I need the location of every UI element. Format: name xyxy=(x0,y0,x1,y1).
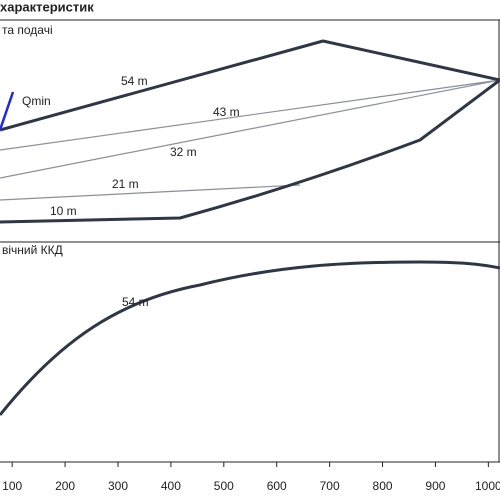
x-tick-label: 500 xyxy=(214,479,234,493)
x-tick-label: 200 xyxy=(55,479,75,493)
panel-label: вічний ККД xyxy=(2,243,63,257)
curve xyxy=(0,184,301,201)
curve xyxy=(0,39,500,132)
curve xyxy=(0,260,500,416)
curve-label: 54 m xyxy=(121,74,148,88)
curve-label: 21 m xyxy=(112,177,139,191)
x-tick-label: 100 xyxy=(2,479,22,493)
curve xyxy=(0,79,500,179)
curve-label: 10 m xyxy=(50,204,77,218)
x-tick-label: 700 xyxy=(320,479,340,493)
chart-title: характеристик xyxy=(0,0,94,14)
x-tick-label: 300 xyxy=(108,479,128,493)
annotation: Qmin xyxy=(22,94,51,108)
curve xyxy=(0,79,500,151)
x-tick-label: 400 xyxy=(161,479,181,493)
curve-label: 32 m xyxy=(170,145,197,159)
x-tick-label: 1000 xyxy=(475,479,500,493)
qmin-line xyxy=(0,91,15,131)
x-tick-label: 600 xyxy=(267,479,287,493)
x-tick-label: 900 xyxy=(425,479,445,493)
panel-label: та подачі xyxy=(2,23,53,37)
curve-label: 43 m xyxy=(213,105,240,119)
curve xyxy=(0,78,500,224)
curve-label: 54 m xyxy=(122,295,149,309)
x-tick-label: 800 xyxy=(373,479,393,493)
